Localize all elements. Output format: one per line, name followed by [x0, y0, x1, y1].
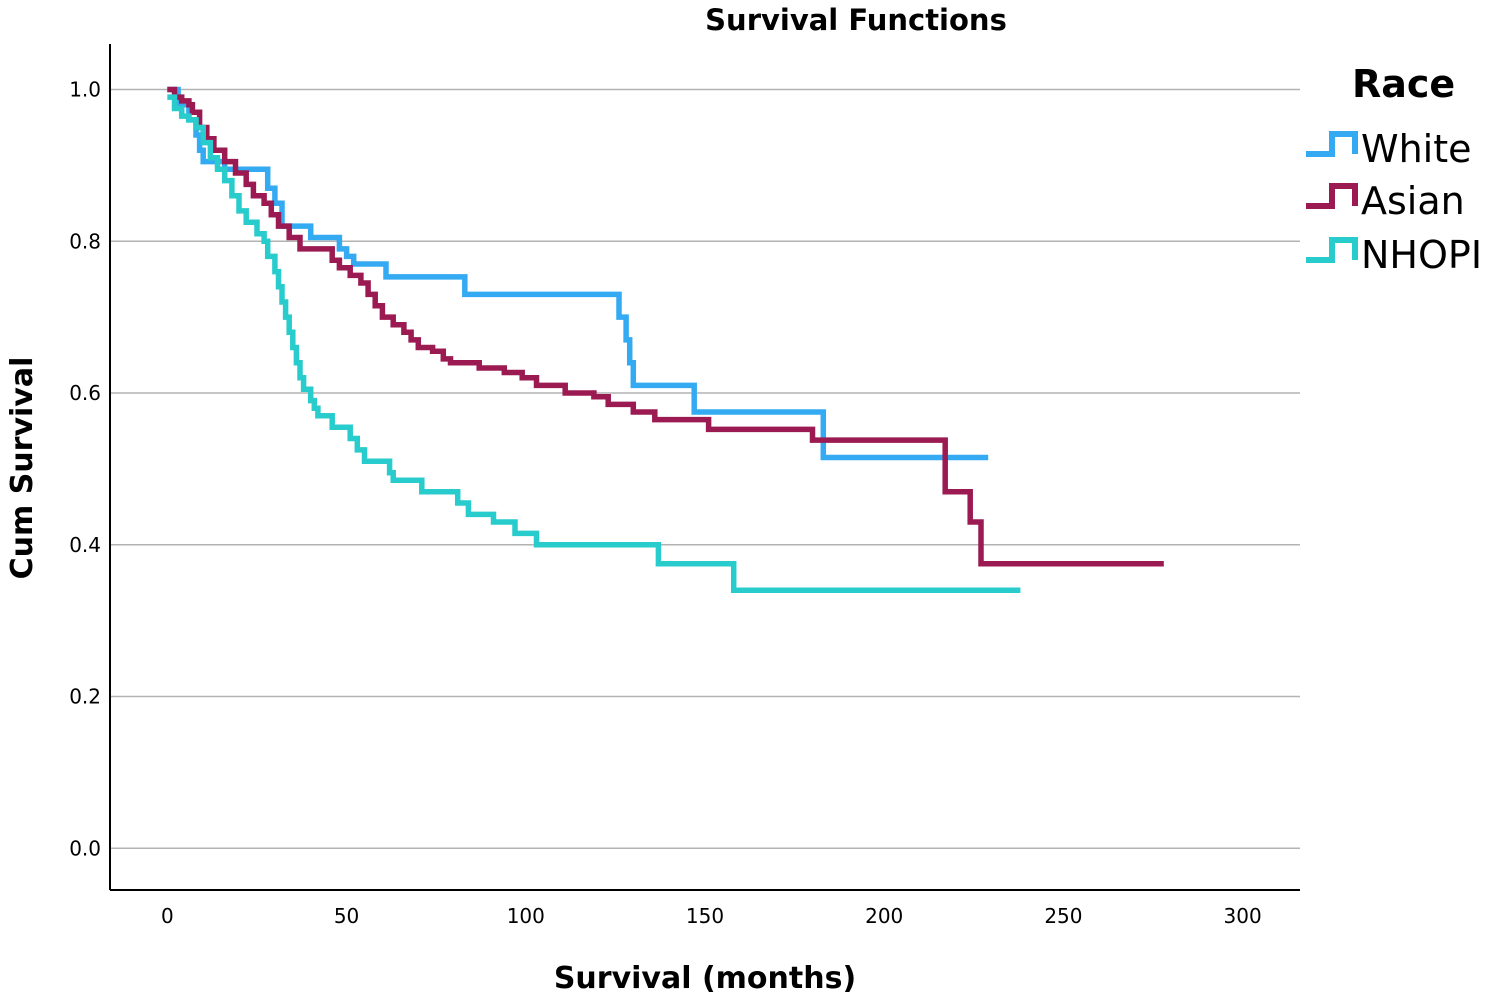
x-tick-label: 0 — [161, 904, 174, 928]
legend-label-asian: Asian — [1361, 179, 1465, 223]
legend-items: White Asian NHOPI — [1306, 127, 1482, 277]
x-tick-labels: 0 50 100 150 200 250 300 — [161, 904, 1262, 928]
chart-title: Survival Functions — [705, 3, 1007, 37]
x-tick-label: 250 — [1044, 904, 1082, 928]
series-lines — [167, 86, 1164, 594]
x-tick-label: 150 — [686, 904, 724, 928]
x-tick-label: 100 — [507, 904, 545, 928]
y-tick-label: 0.4 — [69, 533, 101, 557]
x-tick-label: 50 — [334, 904, 359, 928]
legend-swatch-nhopi — [1306, 237, 1358, 263]
legend-label-nhopi: NHOPI — [1361, 233, 1482, 277]
series-line-nhopi — [167, 94, 1021, 594]
legend-title: Race — [1352, 62, 1455, 106]
x-tick-label: 300 — [1224, 904, 1262, 928]
grid-lines — [110, 88, 1300, 850]
series-line-asian — [167, 86, 1164, 567]
series-line-white — [167, 86, 989, 461]
legend-label-white: White — [1361, 127, 1472, 171]
y-tick-labels: 0.0 0.2 0.4 0.6 0.8 1.0 — [69, 78, 101, 861]
legend: Race White Asian NHOPI — [1306, 62, 1482, 277]
y-tick-label: 0.8 — [69, 229, 101, 253]
x-axis-label: Survival (months) — [554, 961, 856, 996]
legend-swatch-white — [1306, 131, 1358, 157]
y-tick-label: 1.0 — [69, 78, 101, 102]
y-axis-label: Cum Survival — [5, 357, 40, 580]
y-tick-label: 0.0 — [69, 836, 101, 860]
legend-swatch-asian — [1306, 183, 1358, 209]
x-tick-label: 200 — [865, 904, 903, 928]
y-tick-label: 0.2 — [69, 685, 101, 709]
y-tick-label: 0.6 — [69, 381, 101, 405]
